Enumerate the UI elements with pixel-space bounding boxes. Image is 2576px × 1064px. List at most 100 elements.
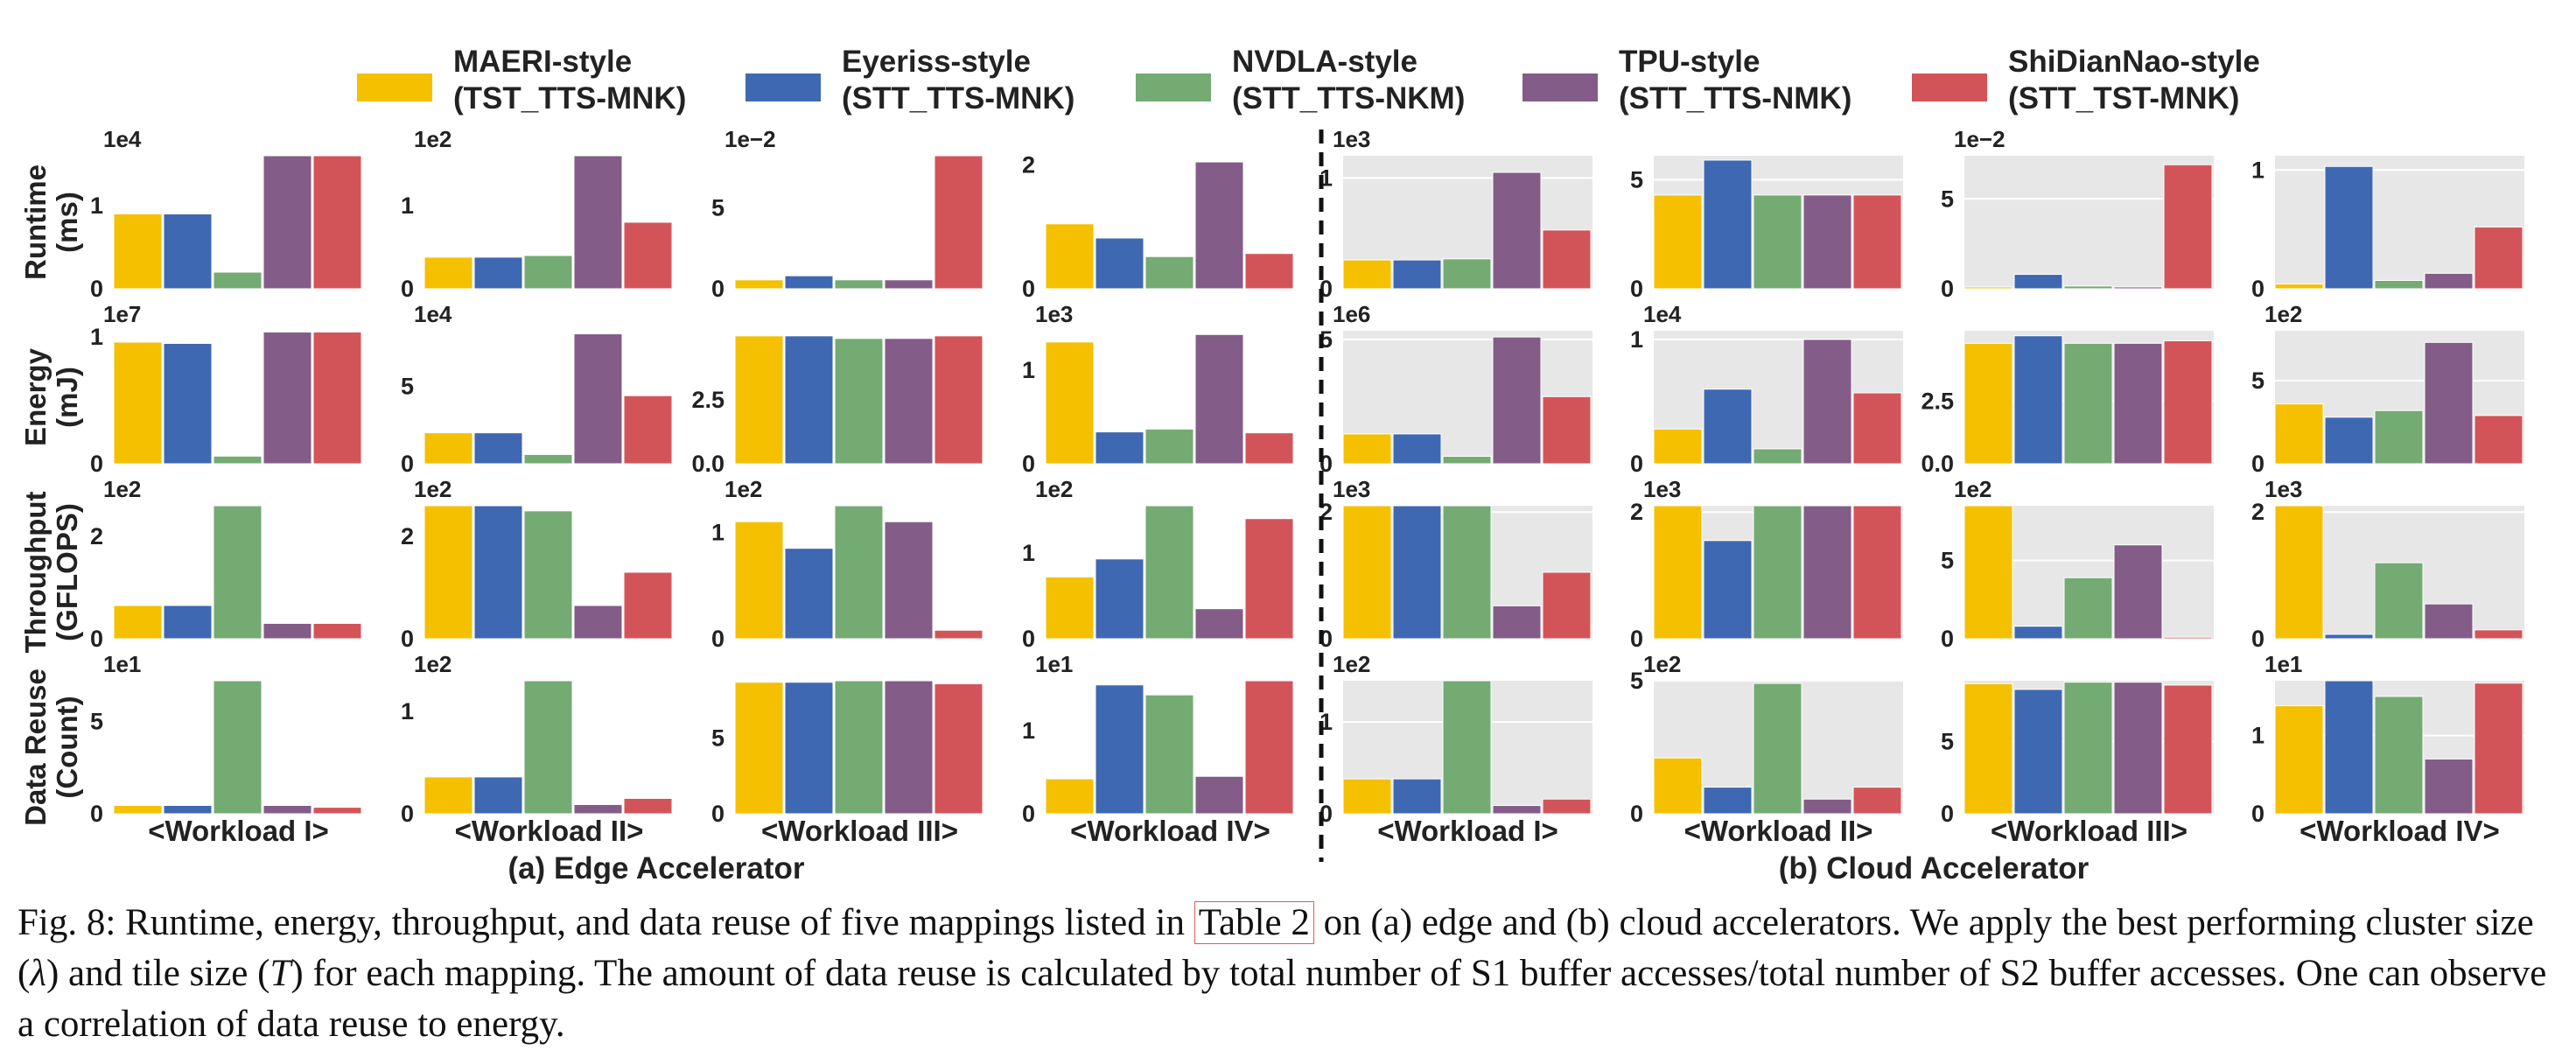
bar [734, 521, 784, 640]
bar [1392, 505, 1442, 640]
caption-text-1: Fig. 8: Runtime, energy, throughput, and… [18, 902, 1194, 943]
axis-multiplier-label: 1e3 [1035, 301, 1073, 327]
bar [424, 256, 473, 290]
axis-multiplier-label: 1e1 [1035, 651, 1073, 677]
bar [163, 805, 213, 815]
bar [113, 214, 163, 290]
bar [163, 214, 213, 290]
bar [1964, 342, 2013, 465]
bar [1144, 505, 1194, 640]
y-tick-label: 2 [401, 523, 414, 550]
y-tick-label: 5 [1941, 548, 1954, 574]
table-reference-link[interactable]: Table 2 [1194, 901, 1314, 944]
bar [1542, 229, 1592, 290]
bar [1392, 778, 1442, 815]
caption-lambda: λ [30, 953, 46, 994]
caption-text-2: on (a) edge and (b) cloud accelerators. … [18, 902, 2534, 994]
axis-multiplier-label: 1e4 [414, 301, 452, 327]
y-tick-label: 5 [1630, 166, 1643, 192]
bar [113, 341, 163, 465]
bar [1194, 161, 1244, 290]
bar [424, 432, 473, 465]
y-tick-label: 2 [1630, 499, 1643, 525]
y-tick-label: 0 [1630, 451, 1643, 477]
bar [834, 680, 884, 815]
bar [884, 279, 934, 290]
y-tick-label: 0 [2251, 276, 2264, 302]
bar [1753, 194, 1802, 290]
bar [934, 682, 984, 815]
bar [1653, 505, 1703, 640]
y-tick-label: 1 [1022, 540, 1035, 566]
bar [1442, 505, 1492, 640]
bar [2013, 274, 2063, 290]
row-label-unit: (mJ) [51, 367, 83, 428]
axis-multiplier-label: 1e2 [414, 126, 452, 152]
legend-series-mapping: (TST_TTS-MNK) [453, 81, 687, 116]
row-label-metric: Throughput [19, 491, 52, 653]
bar [1392, 433, 1442, 465]
axis-multiplier-label: 1e6 [1333, 301, 1370, 327]
caption-text-4: ) for each mapping. The amount of data r… [18, 953, 2547, 1045]
legend: MAERI-style (TST_TTS-MNK) Eyeriss-style (ST… [0, 42, 2576, 130]
bar [834, 505, 884, 640]
y-tick-label: 1 [90, 324, 103, 350]
legend-series-name: MAERI-style [453, 45, 633, 79]
axis-multiplier-label: 1e7 [103, 301, 141, 327]
bar [2113, 682, 2163, 815]
bar [1753, 448, 1802, 465]
row-label-unit: (GFLOPS) [51, 503, 83, 641]
bar [1852, 505, 1902, 640]
bar [2063, 682, 2113, 815]
bar [2324, 165, 2374, 290]
bar [884, 338, 934, 465]
bar [473, 256, 523, 290]
bar [312, 622, 362, 640]
y-tick-label: 0 [401, 451, 414, 477]
bar [573, 803, 623, 815]
bar [1095, 684, 1144, 815]
bar [1852, 194, 1902, 290]
y-tick-label: 0 [1630, 801, 1643, 827]
bar [734, 279, 784, 290]
y-tick-label: 0 [1630, 276, 1643, 302]
bar [834, 338, 884, 465]
y-tick-label: 1 [1022, 357, 1035, 383]
legend-label: MAERI-style (TST_TTS-MNK) [453, 44, 686, 117]
bar [312, 155, 362, 290]
bar [1964, 505, 2013, 640]
bar [1703, 540, 1753, 640]
bar [473, 505, 523, 640]
bar [2013, 689, 2063, 815]
bar [1802, 798, 1852, 815]
bar [623, 395, 673, 465]
workload-label: <Workload II> [1684, 815, 1873, 847]
y-tick-label: 1 [401, 192, 414, 219]
bar [113, 605, 163, 640]
bar [1492, 336, 1542, 465]
bar [1244, 680, 1294, 815]
bar [523, 680, 573, 815]
bar [2013, 335, 2063, 465]
bar [1542, 798, 1592, 815]
y-tick-label: 0.0 [691, 451, 724, 477]
legend-series-mapping: (STT_TTS-MNK) [842, 81, 1075, 116]
y-tick-label: 1 [2251, 723, 2264, 749]
workload-label: <Workload II> [455, 815, 644, 847]
bar [213, 505, 262, 640]
axis-multiplier-label: 1e1 [2264, 651, 2302, 677]
bar [573, 605, 623, 640]
bar [473, 432, 523, 465]
bar [834, 279, 884, 290]
bar [1703, 787, 1753, 815]
bar [2113, 286, 2163, 290]
bar [2374, 280, 2424, 290]
bar [2324, 680, 2374, 815]
legend-swatch [1136, 74, 1211, 102]
y-tick-label: 5 [2251, 368, 2264, 394]
bar [312, 807, 362, 815]
bar [1492, 172, 1542, 290]
bar [1442, 455, 1492, 465]
bar [1802, 339, 1852, 465]
bar [523, 255, 573, 290]
